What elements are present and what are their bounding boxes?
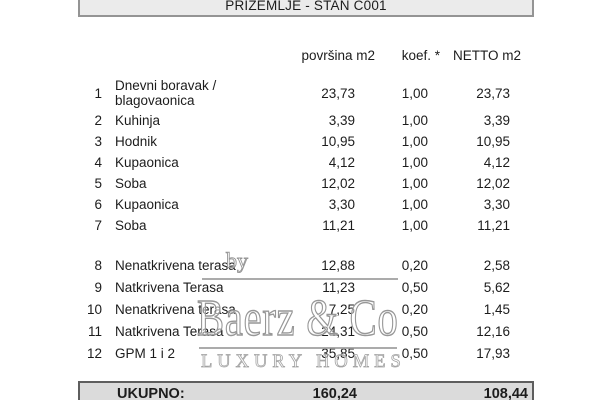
row-netto: 12,02 xyxy=(476,176,510,191)
row-koef: 0,50 xyxy=(401,279,428,295)
row-num: 8 xyxy=(94,257,102,273)
row-povrsina: 7,25 xyxy=(328,301,355,317)
table-row: 10 Nenatkrivena terasa 7,25 0,20 1,45 xyxy=(78,298,534,320)
row-koef: 1,00 xyxy=(401,155,428,170)
table-header-row: površina m2 koef. * NETTO m2 xyxy=(78,48,534,66)
total-netto: 108,44 xyxy=(483,386,528,400)
row-num: 9 xyxy=(94,279,102,295)
table-row: 6 Kupaonica 3,30 1,00 3,30 xyxy=(78,194,534,215)
table-rows: 1 Dnevni boravak / blagovaonica 23,73 1,… xyxy=(78,76,534,364)
row-koef: 0,50 xyxy=(401,323,428,339)
total-povrsina: 160,24 xyxy=(312,386,357,400)
row-name: Kupaonica xyxy=(115,155,179,170)
row-povrsina: 12,88 xyxy=(321,257,355,273)
row-name: Nenatkrivena terasa xyxy=(115,257,236,273)
row-povrsina: 23,73 xyxy=(321,85,355,101)
header-koef: koef. * xyxy=(401,48,440,63)
total-label: UKUPNO: xyxy=(117,385,185,400)
row-koef: 1,00 xyxy=(401,176,428,191)
table-row: 5 Soba 12,02 1,00 12,02 xyxy=(78,173,534,194)
row-netto: 12,16 xyxy=(476,323,510,339)
row-name: Kuhinja xyxy=(115,113,161,128)
row-netto: 3,39 xyxy=(483,113,510,128)
table-row: 3 Hodnik 10,95 1,00 10,95 xyxy=(78,131,534,152)
row-netto: 3,30 xyxy=(483,197,510,212)
row-povrsina: 35,85 xyxy=(321,345,355,361)
row-koef: 1,00 xyxy=(401,134,428,149)
row-num: 7 xyxy=(94,218,102,233)
row-koef: 0,20 xyxy=(401,301,428,317)
row-num: 2 xyxy=(94,113,102,128)
section-gap xyxy=(78,236,534,254)
row-koef: 1,00 xyxy=(401,85,428,101)
table-row: 11 Natkrivena Terasa 24,31 0,50 12,16 xyxy=(78,320,534,342)
row-povrsina: 11,21 xyxy=(322,218,355,233)
header-netto: NETTO m2 xyxy=(452,48,521,63)
row-num: 6 xyxy=(94,197,102,212)
row-num: 5 xyxy=(94,176,102,191)
header-povrsina: površina m2 xyxy=(301,48,375,63)
row-povrsina: 3,30 xyxy=(328,197,355,212)
row-num: 3 xyxy=(94,134,102,149)
row-num: 1 xyxy=(94,85,102,101)
row-netto: 5,62 xyxy=(483,279,510,295)
table-row: 7 Soba 11,21 1,00 11,21 xyxy=(78,215,534,236)
row-name: Hodnik xyxy=(115,134,158,149)
row-netto: 11,21 xyxy=(477,218,510,233)
row-num: 10 xyxy=(86,301,102,317)
row-povrsina: 12,02 xyxy=(321,176,355,191)
area-table: površina m2 koef. * NETTO m2 1 Dnevni bo… xyxy=(78,48,534,364)
row-koef: 1,00 xyxy=(401,197,428,212)
row-name: Soba xyxy=(115,176,147,191)
row-koef: 0,20 xyxy=(401,257,428,273)
row-name: Dnevni boravak / blagovaonica xyxy=(115,78,217,108)
row-koef: 1,00 xyxy=(401,218,428,233)
row-name: Natkrivena Terasa xyxy=(115,323,224,339)
row-netto: 1,45 xyxy=(483,301,510,317)
row-num: 11 xyxy=(87,323,102,339)
row-num: 4 xyxy=(94,155,102,170)
row-name: Natkrivena Terasa xyxy=(115,279,224,295)
table-row: 2 Kuhinja 3,39 1,00 3,39 xyxy=(78,110,534,131)
row-netto: 10,95 xyxy=(476,134,510,149)
total-row: UKUPNO: 160,24 108,44 xyxy=(78,381,534,400)
row-name: Kupaonica xyxy=(115,197,179,212)
table-row: 8 Nenatkrivena terasa 12,88 0,20 2,58 xyxy=(78,254,534,276)
row-name: GPM 1 i 2 xyxy=(115,345,176,361)
sheet-title-box: PRIZEMLJE - STAN C001 xyxy=(78,0,534,17)
row-netto: 4,12 xyxy=(483,155,510,170)
row-povrsina: 11,23 xyxy=(322,279,355,295)
row-koef: 1,00 xyxy=(401,113,428,128)
row-povrsina: 10,95 xyxy=(321,134,355,149)
table-row: 1 Dnevni boravak / blagovaonica 23,73 1,… xyxy=(78,76,534,110)
table-row: 12 GPM 1 i 2 35,85 0,50 17,93 xyxy=(78,342,534,364)
row-povrsina: 3,39 xyxy=(328,113,355,128)
row-netto: 23,73 xyxy=(476,85,510,101)
table-row: 9 Natkrivena Terasa 11,23 0,50 5,62 xyxy=(78,276,534,298)
row-koef: 0,50 xyxy=(401,345,428,361)
sheet-title: PRIZEMLJE - STAN C001 xyxy=(225,0,387,13)
row-netto: 2,58 xyxy=(483,257,510,273)
row-num: 12 xyxy=(86,345,102,361)
row-povrsina: 4,12 xyxy=(328,155,355,170)
row-netto: 17,93 xyxy=(476,345,510,361)
table-row: 4 Kupaonica 4,12 1,00 4,12 xyxy=(78,152,534,173)
row-povrsina: 24,31 xyxy=(321,323,355,339)
row-name: Nenatkrivena terasa xyxy=(115,301,236,317)
row-name: Soba xyxy=(115,218,147,233)
